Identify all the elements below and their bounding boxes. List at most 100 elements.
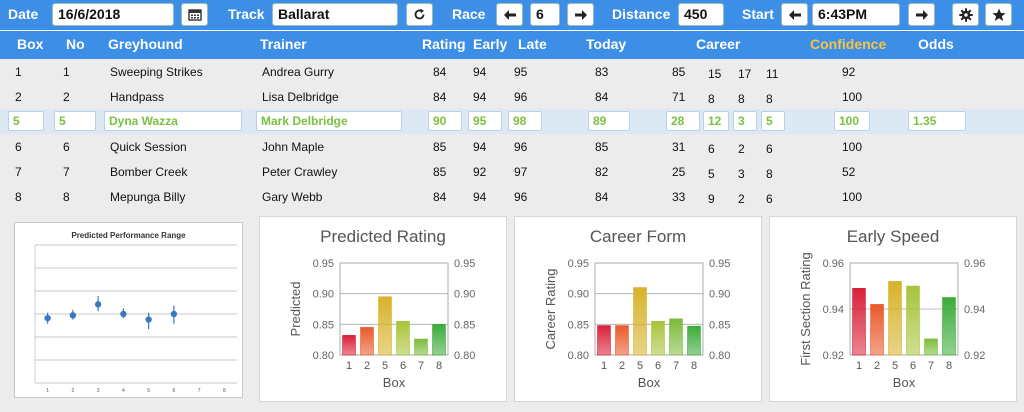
y-tick-label: 0.85 xyxy=(313,319,334,331)
y-tick-label-right: 0.80 xyxy=(454,350,475,362)
col-no[interactable]: No xyxy=(66,36,85,52)
cell-late: 96 xyxy=(514,190,528,204)
y-tick-label-right: 0.80 xyxy=(709,350,730,362)
cell-career-starts: 31 xyxy=(672,140,686,154)
x-tick-label: 6 xyxy=(655,360,661,372)
range-point-box-2 xyxy=(69,312,77,319)
x-tick-label: 1 xyxy=(346,360,352,372)
x-tick-label: 5 xyxy=(382,360,388,372)
col-career[interactable]: Career xyxy=(696,36,741,52)
cell-greyhound: Dyna Wazza xyxy=(104,111,242,131)
x-tick-label: 6 xyxy=(400,360,406,372)
early-speed-plot: 0.92 0.92 0.94 0.94 0.96 0.96 1 2 5 6 7 8 Box First S… xyxy=(798,252,985,390)
col-confidence[interactable]: Confidence xyxy=(810,36,887,52)
cell-career-starts: 33 xyxy=(672,190,686,204)
cell-greyhound: Mepunga Billy xyxy=(110,190,186,204)
cell-greyhound: Bomber Creek xyxy=(110,165,188,179)
col-odds[interactable]: Odds xyxy=(918,36,954,52)
table-row[interactable]: 2 2 Handpass Lisa Delbridge 84 94 96 84 … xyxy=(0,84,1024,109)
table-row[interactable]: 6 6 Quick Session John Maple 85 94 96 85… xyxy=(0,134,1024,159)
cell-rating: 84 xyxy=(433,190,447,204)
x-tick-label: 2 xyxy=(364,360,370,372)
race-prev-button[interactable] xyxy=(496,3,523,26)
career-form-chart: Career Form 0.80 0.80 0.85 0.85 0.90 0.90 0.95… xyxy=(514,216,762,402)
bar-box-1 xyxy=(342,335,356,356)
x-tick-label: 2 xyxy=(71,388,74,394)
bar-box-8 xyxy=(687,325,701,356)
distance-field[interactable]: 450 xyxy=(678,3,724,26)
cell-career-seconds: 8 xyxy=(738,92,745,106)
x-tick-label: 8 xyxy=(946,360,952,372)
distance-label: Distance xyxy=(612,6,671,22)
cell-rating: 84 xyxy=(433,65,447,79)
chart-title: Predicted Performance Range xyxy=(71,231,186,240)
y-tick-label-right: 0.90 xyxy=(709,289,730,301)
y-tick-label: 0.90 xyxy=(313,289,334,301)
bar-box-5 xyxy=(633,287,647,356)
cell-late: 97 xyxy=(514,165,528,179)
table-row[interactable]: 1 1 Sweeping Strikes Andrea Gurry 84 94 … xyxy=(0,59,1024,84)
x-tick-label: 7 xyxy=(928,360,934,372)
cell-no: 2 xyxy=(63,90,70,104)
refresh-button[interactable] xyxy=(406,3,433,26)
cell-box: 5 xyxy=(8,111,44,131)
start-prev-button[interactable] xyxy=(781,3,808,26)
table-row-selected[interactable]: 5 5 Dyna Wazza Mark Delbridge 90 95 98 8… xyxy=(0,109,1024,134)
range-point-box-6 xyxy=(170,310,178,318)
col-box[interactable]: Box xyxy=(17,36,44,52)
x-tick-label: 3 xyxy=(97,388,100,394)
cell-box: 1 xyxy=(15,65,22,79)
calendar-button[interactable] xyxy=(181,3,208,26)
cell-career-wins: 5 xyxy=(708,167,715,181)
cell-trainer: Lisa Delbridge xyxy=(262,90,339,104)
bar-box-7 xyxy=(924,338,938,356)
settings-button[interactable] xyxy=(952,3,979,26)
x-tick-label: 5 xyxy=(637,360,643,372)
cell-career-seconds: 2 xyxy=(738,142,745,156)
cell-greyhound: Handpass xyxy=(110,90,165,104)
x-tick-label: 6 xyxy=(172,388,175,394)
y-tick-label-right: 0.85 xyxy=(454,319,475,331)
y-tick-label: 0.95 xyxy=(568,258,589,270)
favourite-button[interactable] xyxy=(985,3,1012,26)
cell-career-thirds: 8 xyxy=(766,92,773,106)
y-tick-label: 0.95 xyxy=(313,258,334,270)
cell-today: 89 xyxy=(588,111,630,131)
race-label: Race xyxy=(452,6,486,22)
y-tick-label-right: 0.92 xyxy=(964,350,985,362)
y-axis-label: First Section Rating xyxy=(798,252,813,365)
table-row[interactable]: 8 8 Mepunga Billy Gary Webb 84 94 96 84 … xyxy=(0,184,1024,209)
x-axis-label: Box xyxy=(383,375,406,390)
top-toolbar: Date 16/6/2018 Track Ballarat Race 6 Dis… xyxy=(0,0,1024,30)
cell-career-wins: 8 xyxy=(708,92,715,106)
table-header: Box No Greyhound Trainer Rating Early La… xyxy=(0,31,1024,59)
col-today[interactable]: Today xyxy=(586,36,627,52)
col-late[interactable]: Late xyxy=(518,36,547,52)
date-label: Date xyxy=(8,6,39,22)
cell-no: 7 xyxy=(63,165,70,179)
col-rating[interactable]: Rating xyxy=(422,36,466,52)
track-field[interactable]: Ballarat xyxy=(272,3,398,26)
plot-frame xyxy=(339,262,449,356)
race-field[interactable]: 6 xyxy=(530,3,560,26)
refresh-icon xyxy=(414,8,425,20)
table-row[interactable]: 7 7 Bomber Creek Peter Crawley 85 92 97 … xyxy=(0,159,1024,184)
col-greyhound[interactable]: Greyhound xyxy=(108,36,183,52)
x-axis-label: Box xyxy=(893,375,916,390)
track-label: Track xyxy=(228,6,265,22)
start-next-button[interactable] xyxy=(908,3,935,26)
bar-box-2 xyxy=(870,304,884,356)
cell-no: 6 xyxy=(63,140,70,154)
race-next-button[interactable] xyxy=(567,3,594,26)
cell-rating: 85 xyxy=(433,165,447,179)
date-field[interactable]: 16/6/2018 xyxy=(52,3,174,26)
arrow-right-icon xyxy=(574,9,587,20)
y-tick-label: 0.90 xyxy=(568,289,589,301)
cell-greyhound: Quick Session xyxy=(110,140,187,154)
col-early[interactable]: Early xyxy=(473,36,508,52)
start-time-field[interactable]: 6:43PM xyxy=(812,3,900,26)
cell-career-thirds: 5 xyxy=(761,111,785,131)
col-trainer[interactable]: Trainer xyxy=(260,36,307,52)
cell-late: 98 xyxy=(508,111,542,131)
cell-trainer: Mark Delbridge xyxy=(256,111,402,131)
